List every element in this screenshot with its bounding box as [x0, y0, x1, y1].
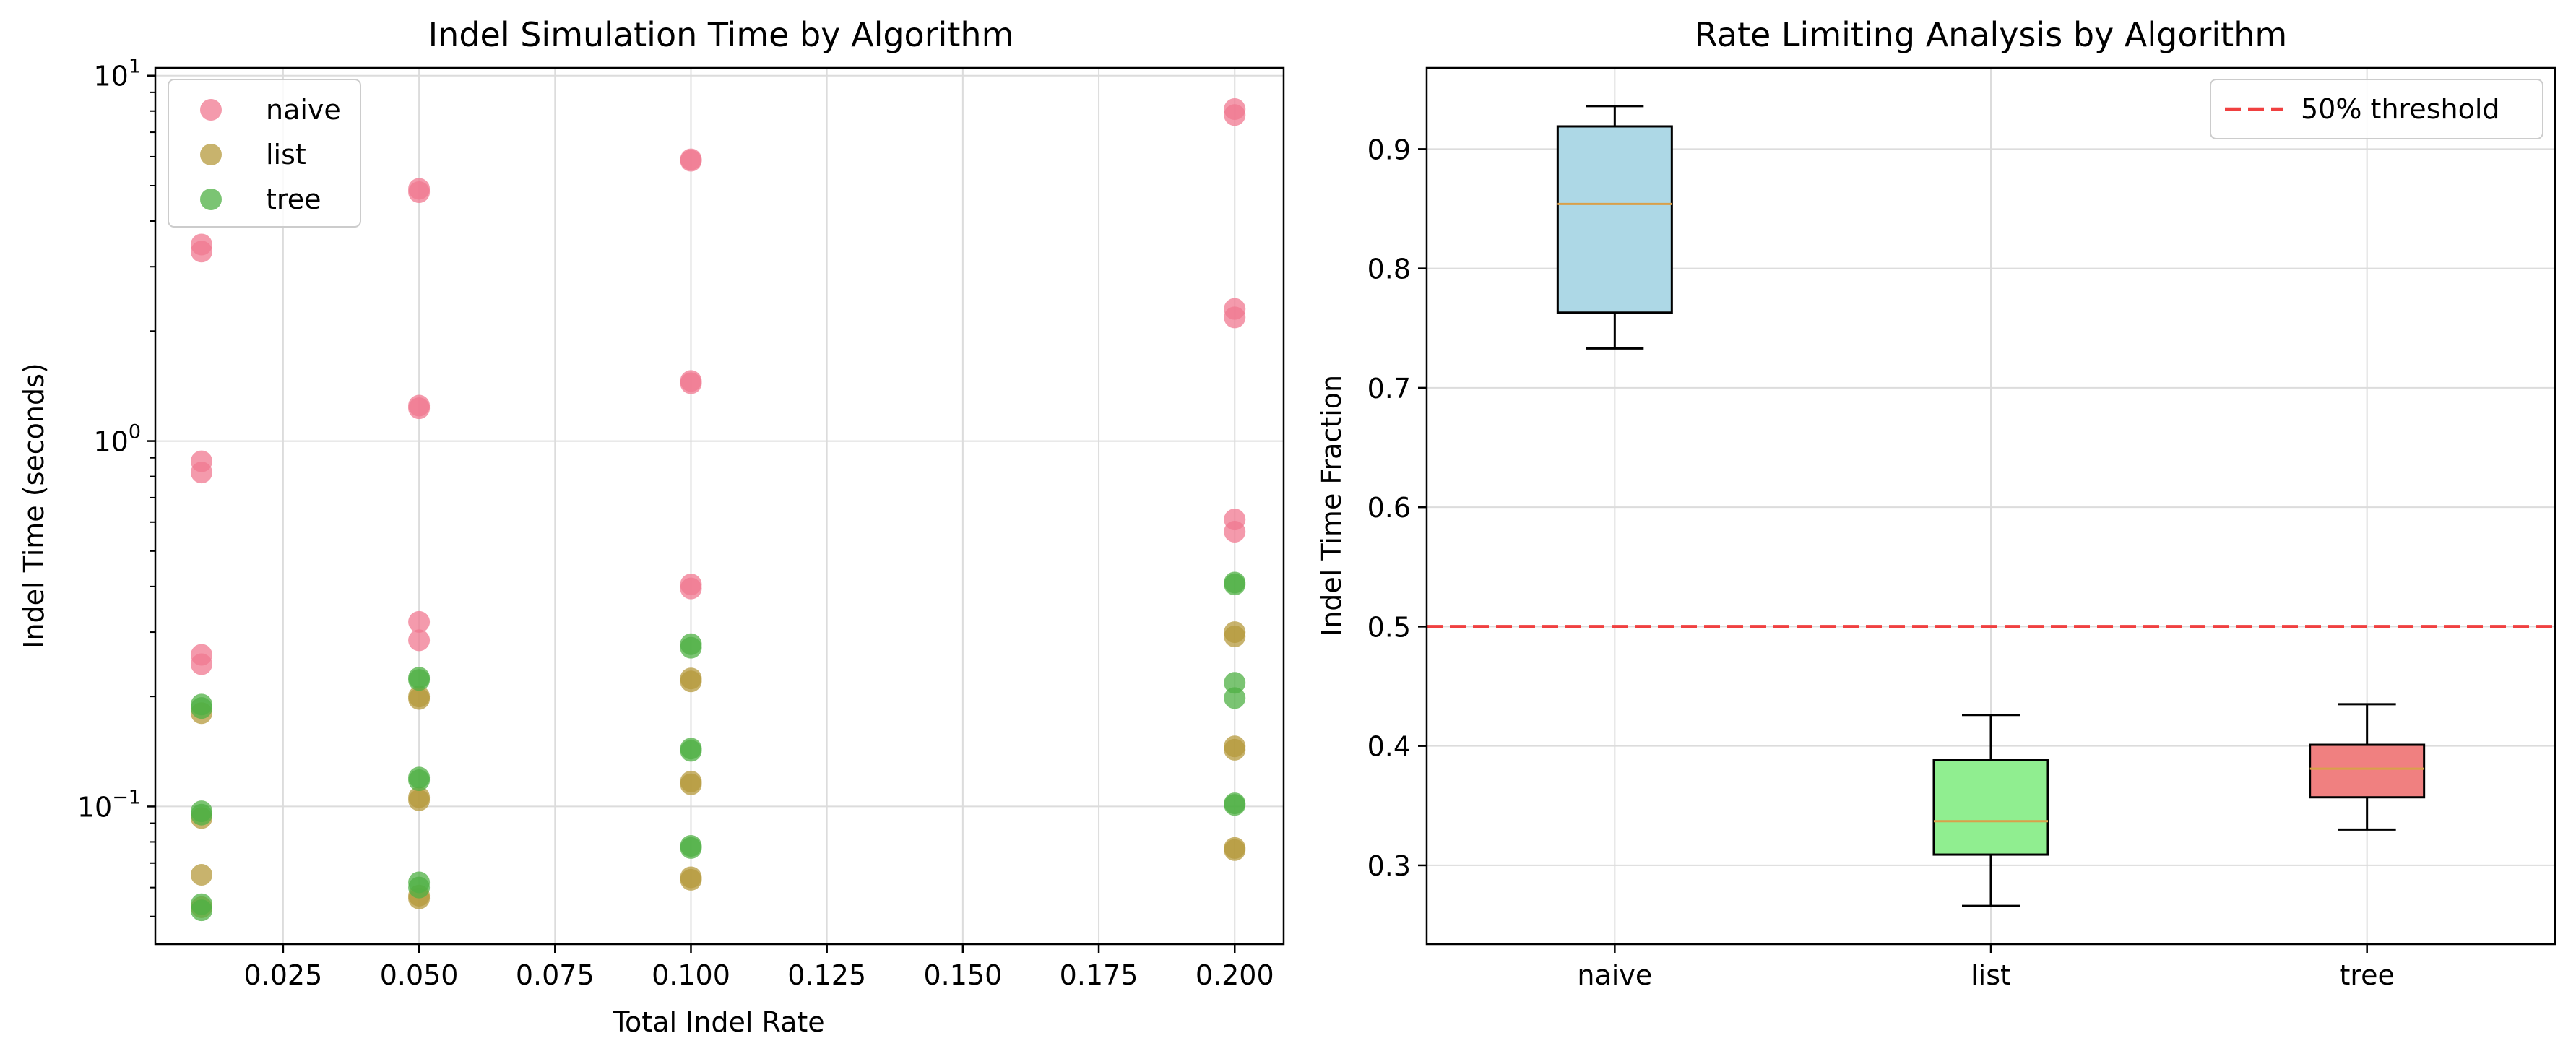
scatter-y-ticks: 101 100 10−1 — [77, 56, 155, 917]
boxplot-x-tick-label: list — [1971, 959, 2011, 991]
scatter-point-naive — [1224, 520, 1246, 543]
boxplot-y-tick-label: 0.6 — [1367, 492, 1411, 524]
scatter-y-tick-label: 10−1 — [77, 786, 141, 823]
scatter-point-tree — [190, 803, 212, 826]
scatter-point-naive — [408, 629, 431, 652]
boxplot-y-tick-label: 0.9 — [1367, 134, 1411, 165]
boxplot-legend: 50% threshold — [2210, 79, 2543, 139]
scatter-point-list — [408, 688, 431, 710]
scatter-legend-label-tree: tree — [266, 183, 321, 215]
scatter-points — [190, 98, 1246, 922]
scatter-y-tick-label: 101 — [93, 56, 141, 92]
scatter-point-naive — [1224, 306, 1246, 329]
scatter-point-list — [680, 773, 702, 795]
scatter-x-tick-label: 0.200 — [1196, 959, 1274, 991]
boxplot-title: Rate Limiting Analysis by Algorithm — [1695, 15, 2287, 54]
scatter-y-tick-label: 100 — [93, 421, 141, 458]
scatter-point-list — [1224, 626, 1246, 648]
scatter-point-tree — [680, 837, 702, 859]
scatter-point-naive — [408, 397, 431, 420]
scatter-point-naive — [680, 372, 702, 394]
scatter-x-tick-label: 0.175 — [1060, 959, 1138, 991]
scatter-legend-label-list: list — [266, 139, 306, 170]
boxplot-y-tick-label: 0.3 — [1367, 850, 1411, 882]
boxplot-y-axis-label: Indel Time Fraction — [1315, 375, 1347, 636]
scatter-point-list — [408, 789, 431, 811]
scatter-x-ticks: 0.025 0.050 0.075 0.100 0.125 0.150 0.175 0.200 — [244, 944, 1274, 991]
scatter-point-naive — [408, 181, 431, 203]
boxplot-boxes — [1556, 105, 2426, 907]
scatter-axes-frame — [154, 66, 1285, 946]
scatter-x-tick-label: 0.075 — [516, 959, 595, 991]
boxplot-y-tick-label: 0.7 — [1367, 373, 1411, 405]
scatter-x-tick-label: 0.100 — [652, 959, 730, 991]
scatter-point-list — [680, 670, 702, 693]
scatter-y-axis-label: Indel Time (seconds) — [18, 363, 50, 648]
scatter-legend-marker-tree — [200, 189, 222, 210]
box-tree — [2309, 703, 2426, 831]
scatter-x-axis-label: Total Indel Rate — [612, 1006, 824, 1038]
box-body — [1556, 125, 1673, 314]
boxplot-x-tick-label: naive — [1577, 959, 1652, 991]
box-body — [2309, 743, 2426, 799]
scatter-point-tree — [1224, 794, 1246, 816]
scatter-point-tree — [408, 669, 431, 691]
scatter-legend-marker-naive — [200, 99, 222, 121]
scatter-point-naive — [408, 610, 431, 633]
scatter-point-tree — [1224, 574, 1246, 596]
scatter-point-tree — [680, 636, 702, 659]
scatter-title: Indel Simulation Time by Algorithm — [428, 15, 1014, 54]
scatter-x-tick-label: 0.025 — [244, 959, 323, 991]
scatter-point-list — [680, 868, 702, 891]
scatter-point-list — [1224, 839, 1246, 861]
boxplot-y-tick-label: 0.5 — [1367, 611, 1411, 643]
box-list — [1932, 714, 2049, 907]
scatter-point-naive — [190, 241, 212, 263]
scatter-point-tree — [680, 740, 702, 762]
scatter-x-tick-label: 0.125 — [787, 959, 866, 991]
scatter-point-naive — [680, 150, 702, 172]
scatter-point-tree — [1224, 687, 1246, 709]
scatter-point-tree — [1224, 672, 1246, 694]
scatter-x-tick-label: 0.150 — [923, 959, 1002, 991]
scatter-gridlines — [155, 68, 1284, 944]
boxplot-x-ticks: naive list tree — [1577, 944, 2395, 991]
boxplot-y-tick-label: 0.8 — [1367, 254, 1411, 285]
boxplot-y-ticks: 0.3 0.4 0.5 0.6 0.7 0.8 0.9 — [1367, 134, 1427, 882]
scatter-point-tree — [190, 697, 212, 719]
scatter-point-naive — [680, 577, 702, 600]
scatter-x-tick-label: 0.050 — [380, 959, 459, 991]
boxplot-y-tick-label: 0.4 — [1367, 731, 1411, 763]
box-naive — [1556, 105, 1673, 350]
scatter-panel: Indel Simulation Time by Algorithm 0.025… — [18, 15, 1285, 1038]
boxplot-panel: Rate Limiting Analysis by Algorithm naiv… — [1315, 15, 2556, 991]
scatter-point-naive — [1224, 104, 1246, 126]
boxplot-legend-label: 50% threshold — [2301, 93, 2500, 125]
scatter-legend-label-naive: naive — [266, 94, 341, 126]
scatter-point-naive — [190, 462, 212, 484]
scatter-point-tree — [408, 876, 431, 899]
scatter-point-list — [1224, 738, 1246, 761]
box-body — [1932, 759, 2049, 856]
scatter-point-tree — [408, 769, 431, 792]
boxplot-x-tick-label: tree — [2339, 959, 2394, 991]
scatter-point-naive — [190, 653, 212, 675]
scatter-legend: naive list tree — [168, 79, 361, 228]
scatter-point-tree — [190, 899, 212, 922]
scatter-legend-marker-list — [200, 144, 222, 165]
boxplot-legend-box — [2210, 79, 2543, 139]
scatter-point-list — [190, 864, 212, 886]
